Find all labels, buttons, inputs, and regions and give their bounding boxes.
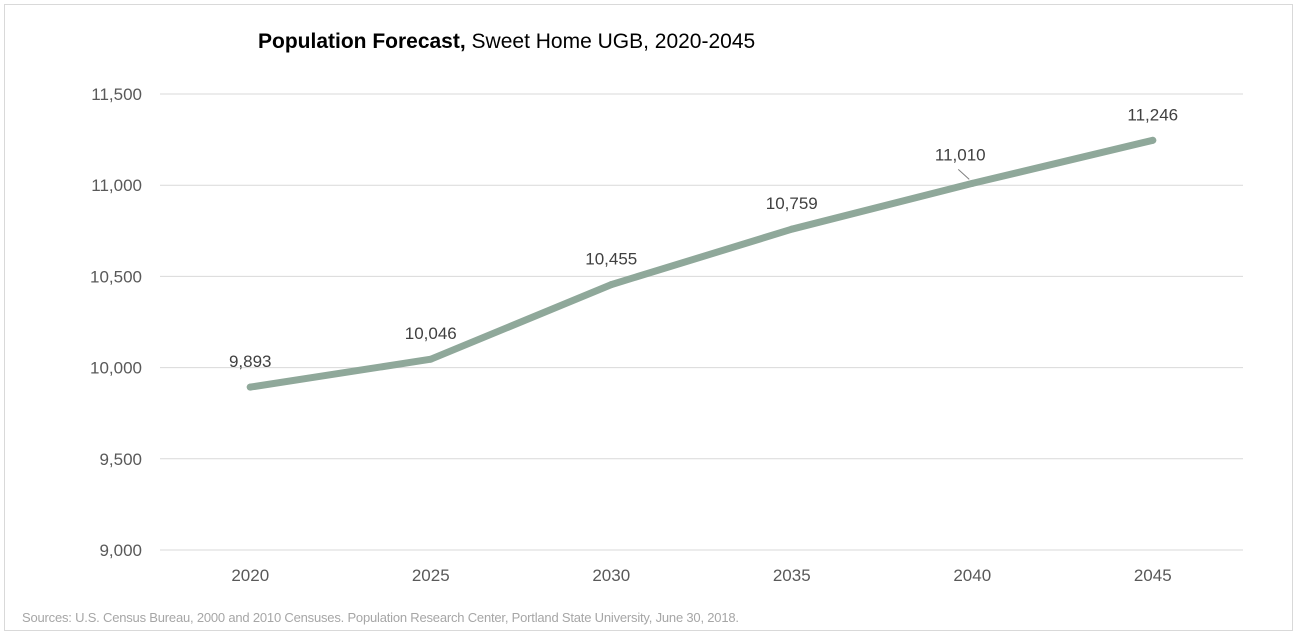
y-tick-label-11000: 11,000 [91,176,142,195]
x-tick-label-2040: 2040 [953,566,991,585]
x-tick-label-2030: 2030 [592,566,630,585]
chart-title-rest: Sweet Home UGB, 2020-2045 [465,30,756,53]
x-tick-label-2025: 2025 [412,566,450,585]
y-tick-label-9000: 9,000 [99,541,142,560]
y-tick-label-10500: 10,500 [90,267,142,286]
data-label-2025: 10,046 [405,324,457,343]
chart-frame [4,4,1293,631]
data-point-2030 [607,281,615,289]
y-tick-label-11500: 11,500 [91,85,142,104]
data-point-2035 [788,225,796,233]
data-point-2045 [1149,136,1157,144]
y-tick-label-10000: 10,000 [90,359,142,378]
data-label-2020: 9,893 [229,352,272,371]
x-tick-label-2045: 2045 [1134,566,1172,585]
source-note: Sources: U.S. Census Bureau, 2000 and 20… [22,610,739,625]
data-label-2030: 10,455 [585,250,637,269]
leader-line-2040 [957,169,970,180]
chart-title-bold: Population Forecast, [258,30,466,53]
y-tick-label-9500: 9,500 [99,450,142,469]
data-label-2035: 10,759 [766,194,818,213]
data-point-2020 [246,383,254,391]
data-point-2040 [968,179,976,187]
chart-title: Population Forecast, Sweet Home UGB, 202… [258,30,755,54]
x-tick-label-2020: 2020 [231,566,269,585]
x-tick-label-2035: 2035 [773,566,811,585]
data-label-2040: 11,010 [935,145,986,164]
series-line [246,136,1157,391]
data-label-2045: 11,246 [1127,105,1178,124]
data-point-2025 [427,355,435,363]
